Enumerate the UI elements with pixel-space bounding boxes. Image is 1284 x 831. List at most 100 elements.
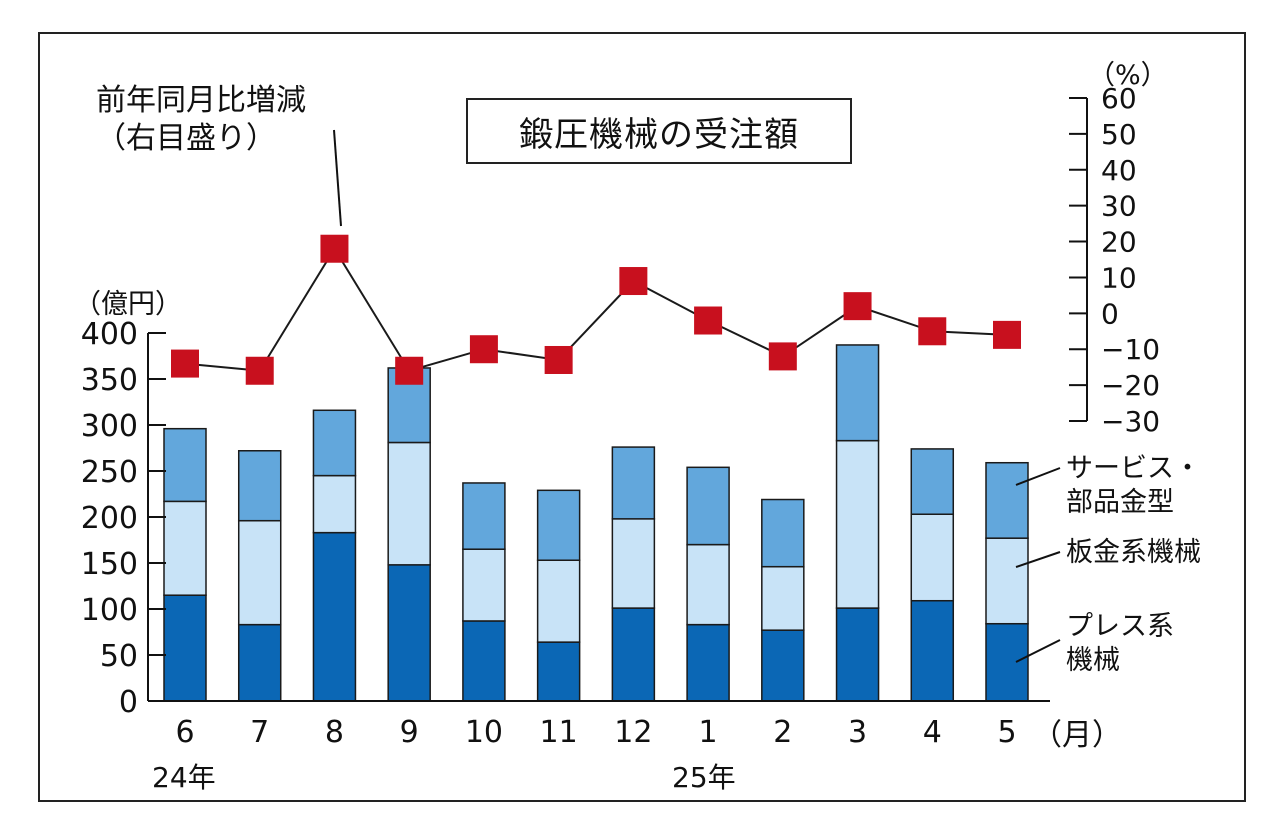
left-tick-label-200: 200	[81, 501, 138, 536]
legend-service-line1: サービス・	[1066, 453, 1201, 484]
right-tick-label-20: 20	[1101, 226, 1137, 259]
bar-service-3	[835, 344, 880, 442]
yoy-marker-2	[768, 342, 797, 371]
yoy-marker-8	[320, 234, 349, 263]
bar-press-2	[761, 629, 805, 702]
x-tick-label-12: 12	[614, 715, 652, 750]
legend-press-line2: 機械	[1066, 645, 1120, 676]
bar-sheet-metal-5	[985, 537, 1029, 625]
bar-sheet-metal-3	[835, 439, 880, 609]
bar-press-12	[611, 607, 656, 702]
left-axis-unit: （億円）	[74, 289, 182, 320]
right-tick-label-30: 30	[1101, 190, 1137, 223]
x-tick-label-6: 6	[175, 715, 194, 750]
right-tick-label-10: 10	[1101, 261, 1137, 294]
legend-service-parts: サービス・ 部品金型	[1066, 452, 1201, 520]
bar-press-10	[462, 620, 506, 702]
x-tick-label-7: 7	[250, 715, 269, 750]
chart-frame	[38, 32, 1246, 802]
left-tick-label-50: 50	[100, 639, 138, 674]
yoy-marker-10	[469, 335, 498, 364]
yoy-marker-9	[395, 356, 424, 385]
bar-service-5	[985, 461, 1029, 539]
x-tick-label-11: 11	[540, 715, 578, 750]
left-tick-label-150: 150	[81, 547, 138, 582]
bar-sheet-metal-4	[910, 513, 955, 602]
x-tick-label-4: 4	[923, 715, 942, 750]
bar-service-8	[312, 409, 357, 477]
legend-press: プレス系 機械	[1066, 610, 1174, 678]
legend-service-line2: 部品金型	[1066, 487, 1174, 518]
bar-service-7	[237, 450, 282, 522]
yoy-marker-6	[171, 349, 199, 378]
right-tick-label-50: 50	[1101, 118, 1137, 151]
left-tick-label-0: 0	[119, 685, 138, 720]
bar-press-5	[985, 622, 1029, 702]
right-tick-label--10: −10	[1101, 333, 1160, 366]
year-label-24: 24年	[152, 761, 216, 794]
bar-sheet-metal-12	[611, 518, 656, 609]
legend-leader-sheet-metal	[1015, 551, 1061, 568]
bar-press-1	[686, 623, 730, 702]
bar-service-12	[611, 446, 656, 520]
bar-sheet-metal-7	[237, 519, 282, 626]
bar-service-4	[910, 448, 955, 515]
left-tick-label-350: 350	[81, 363, 138, 398]
line-series-annotation-line2: （右目盛り）	[96, 121, 276, 156]
x-tick-label-1: 1	[699, 715, 718, 750]
x-tick-label-5: 5	[997, 715, 1016, 750]
line-series-annotation-line1: 前年同月比増減	[96, 83, 306, 118]
yoy-line	[184, 246, 1008, 372]
right-tick-label-40: 40	[1101, 154, 1137, 187]
bar-press-3	[835, 607, 880, 702]
bar-service-1	[686, 466, 730, 546]
legend-sheet-metal-line1: 板金系機械	[1066, 537, 1201, 568]
bar-press-11	[536, 641, 581, 702]
bar-sheet-metal-11	[536, 559, 581, 643]
x-tick-label-10: 10	[465, 715, 503, 750]
legend-leader-press	[1015, 639, 1061, 663]
line-series-annotation: 前年同月比増減 （右目盛り）	[96, 82, 306, 158]
left-tick-label-400: 400	[81, 317, 138, 352]
x-tick-label-2: 2	[773, 715, 792, 750]
bar-service-11	[536, 489, 581, 561]
month-unit-label: （月）	[1032, 718, 1122, 753]
bar-service-2	[761, 498, 805, 568]
left-tick-label-100: 100	[81, 593, 138, 628]
yoy-marker-11	[544, 345, 573, 374]
yoy-marker-12	[619, 267, 648, 296]
right-tick-label--30: −30	[1101, 405, 1160, 438]
yoy-marker-3	[843, 292, 872, 321]
legend-leader-service	[1015, 467, 1061, 486]
bar-press-4	[910, 599, 955, 702]
bar-press-8	[312, 531, 357, 702]
bar-sheet-metal-6	[163, 500, 207, 596]
x-tick-label-8: 8	[325, 715, 344, 750]
legend-sheet-metal: 板金系機械	[1066, 536, 1201, 570]
left-tick-label-300: 300	[81, 409, 138, 444]
right-tick-label-60: 60	[1101, 82, 1137, 115]
yoy-marker-5	[993, 320, 1021, 349]
bar-press-7	[237, 623, 282, 702]
chart-title: 鍛圧機械の受注額	[466, 98, 852, 164]
left-tick-label-250: 250	[81, 455, 138, 490]
yoy-marker-4	[918, 317, 947, 346]
bar-press-9	[387, 564, 431, 702]
bar-sheet-metal-8	[312, 474, 357, 534]
right-tick-label--20: −20	[1101, 369, 1160, 402]
bar-service-10	[462, 482, 506, 550]
right-tick-label-0: 0	[1101, 297, 1119, 330]
bar-sheet-metal-1	[686, 543, 730, 626]
year-label-25: 25年	[672, 761, 736, 794]
yoy-marker-1	[694, 306, 723, 335]
bar-sheet-metal-2	[761, 565, 805, 631]
bar-press-6	[163, 594, 207, 702]
x-tick-label-3: 3	[848, 715, 867, 750]
bar-service-6	[163, 427, 207, 503]
bar-sheet-metal-9	[387, 441, 431, 566]
annotation-leader	[333, 129, 342, 227]
yoy-marker-7	[245, 356, 274, 385]
bar-sheet-metal-10	[462, 548, 506, 622]
right-axis-unit: （%）	[1088, 60, 1168, 91]
